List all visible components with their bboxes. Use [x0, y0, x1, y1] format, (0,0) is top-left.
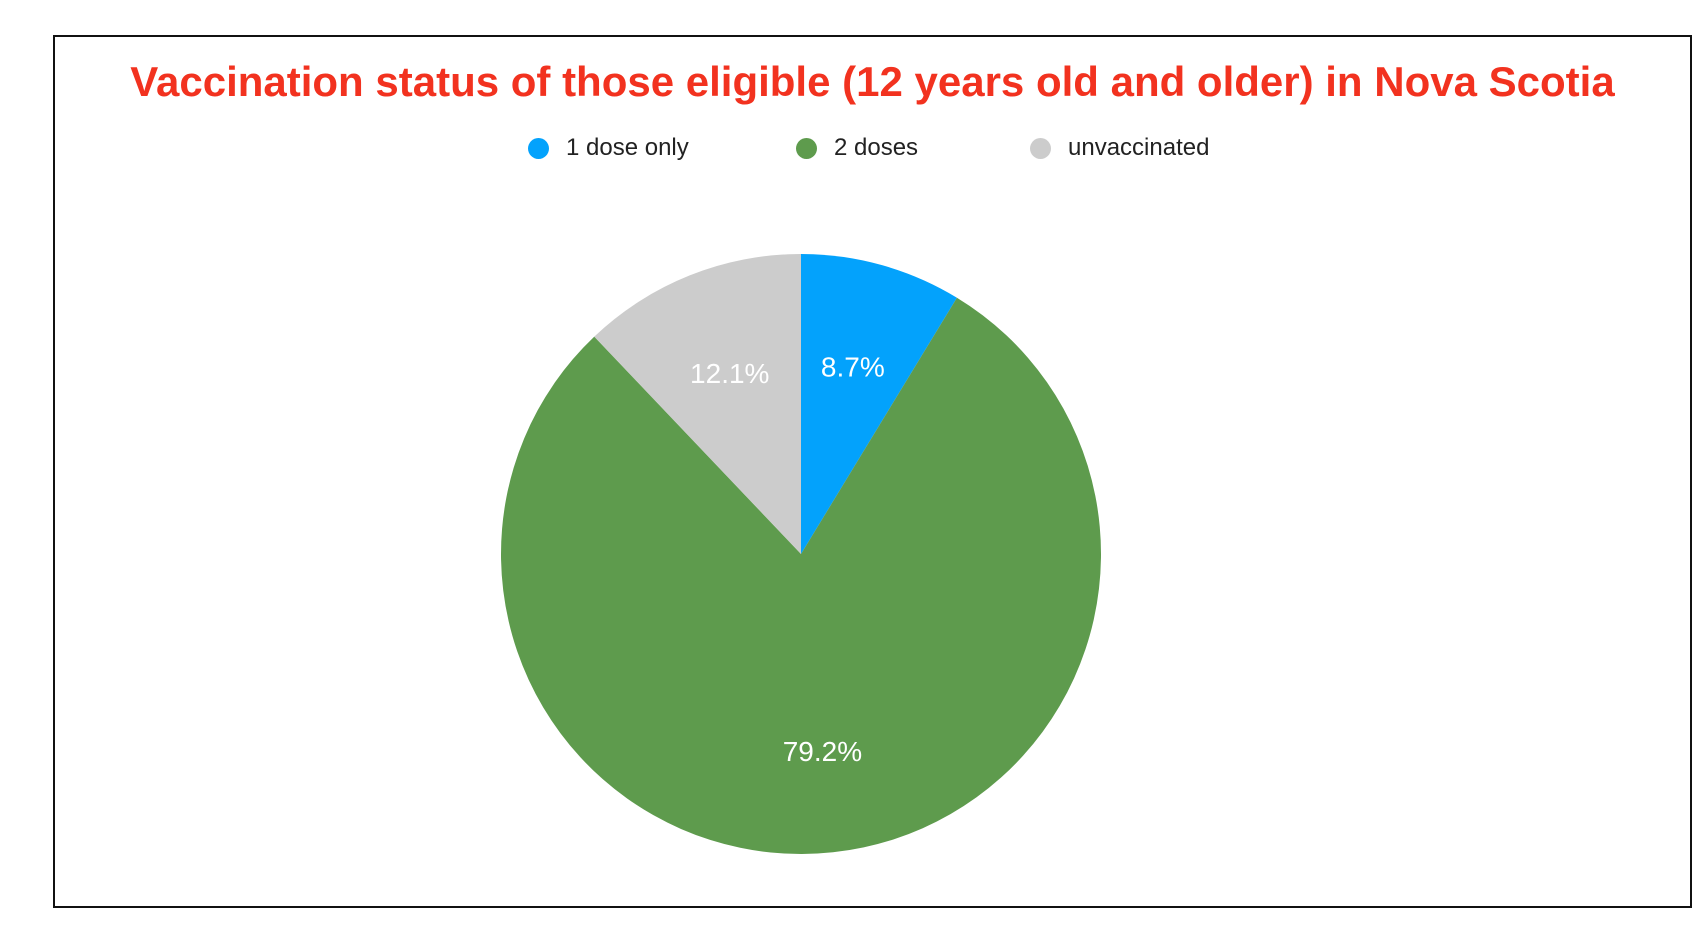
- slice-label-unvaccinated: 12.1%: [690, 358, 769, 389]
- pie-slice-unvaccinated[interactable]: [594, 254, 801, 554]
- pie-slice-1-dose-only[interactable]: [801, 254, 957, 554]
- legend-label-unvaccinated: unvaccinated: [1068, 134, 1210, 161]
- legend-swatch-unvaccinated: [1030, 137, 1051, 159]
- legend-item-unvaccinated[interactable]: unvaccinated: [1030, 132, 1209, 164]
- legend-label-2-doses: 2 doses: [834, 134, 919, 161]
- pie-chart: 8.7% 79.2% 12.1%: [501, 254, 1101, 854]
- chart-frame: Vaccination status of those eligible (12…: [53, 35, 1692, 908]
- slice-label-2-doses: 79.2%: [783, 736, 862, 767]
- legend-item-1-dose-only[interactable]: 1 dose only: [528, 132, 689, 164]
- legend-label-1-dose-only: 1 dose only: [566, 134, 689, 161]
- chart-legend: 1 dose only 2 doses unvaccinated: [55, 132, 1690, 164]
- legend-swatch-2-doses: [796, 137, 817, 159]
- legend-swatch-1-dose-only: [528, 137, 549, 159]
- pie-labels: 8.7% 79.2% 12.1%: [690, 352, 885, 768]
- pie-slice-2-doses[interactable]: [501, 297, 1101, 854]
- chart-title: Vaccination status of those eligible (12…: [130, 58, 1615, 105]
- legend-item-2-doses[interactable]: 2 doses: [796, 132, 918, 164]
- pie-slices: [501, 254, 1101, 854]
- slice-label-1-dose-only: 8.7%: [821, 352, 885, 383]
